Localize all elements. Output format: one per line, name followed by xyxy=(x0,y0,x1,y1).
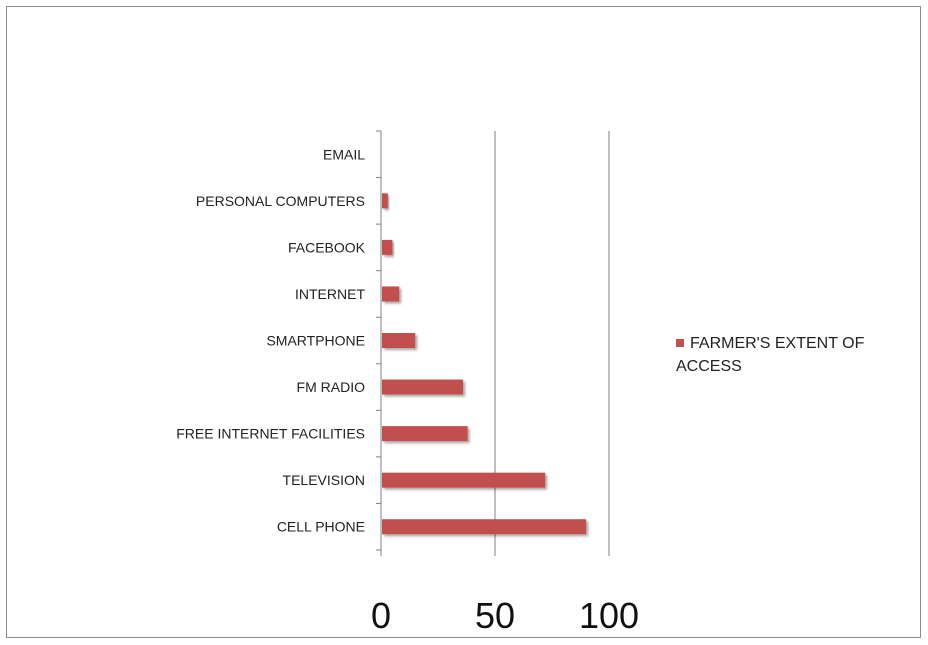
category-label: TELEVISION xyxy=(283,472,365,488)
category-label: EMAIL xyxy=(323,146,365,162)
bar xyxy=(382,239,393,255)
category-label: CELL PHONE xyxy=(277,519,365,535)
category-label: FACEBOOK xyxy=(288,239,366,255)
bar xyxy=(382,472,546,488)
category-label: SMARTPHONE xyxy=(266,333,365,349)
legend: FARMER'S EXTENT OF ACCESS xyxy=(676,332,896,378)
bar xyxy=(382,519,587,535)
bar xyxy=(382,426,468,442)
bar xyxy=(382,333,416,348)
category-label: FREE INTERNET FACILITIES xyxy=(176,426,365,442)
x-tick-label: 0 xyxy=(371,595,391,636)
legend-swatch xyxy=(676,339,684,347)
x-tick-label: 50 xyxy=(475,595,515,636)
category-label: PERSONAL COMPUTERS xyxy=(196,193,365,209)
bar xyxy=(382,286,400,302)
x-tick-label: 100 xyxy=(579,595,639,636)
category-label: INTERNET xyxy=(295,286,365,302)
legend-label: FARMER'S EXTENT OF ACCESS xyxy=(676,335,865,375)
bar xyxy=(382,379,464,395)
category-label: FM RADIO xyxy=(297,379,366,395)
bar xyxy=(382,193,388,209)
